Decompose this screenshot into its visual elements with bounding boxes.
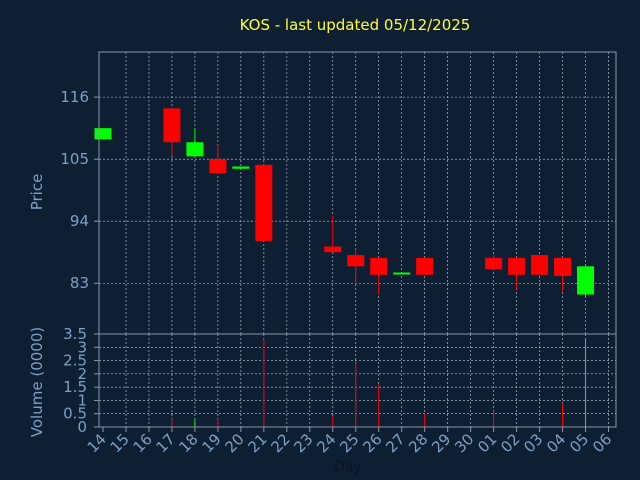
candle [577, 266, 595, 298]
candle [554, 257, 572, 292]
volume-tick-label: 1.5 [63, 378, 87, 396]
candle [232, 166, 250, 169]
volume-axis: 3.532.521.510.50 [63, 325, 99, 436]
candle [370, 257, 388, 295]
candle [163, 108, 181, 157]
candle [94, 128, 112, 140]
volume-tick-label: 0 [77, 418, 87, 436]
candle [393, 272, 411, 275]
candle-body [163, 108, 181, 143]
candle-body [209, 159, 227, 174]
candle-body [255, 164, 273, 241]
x-axis-label: Day [334, 459, 362, 475]
candle-body [232, 166, 250, 169]
price-tick-label: 105 [60, 150, 89, 168]
candle [186, 128, 204, 157]
price-tick-label: 83 [70, 274, 89, 292]
day-axis: 1415161718192021222324252627282930010203… [84, 427, 615, 456]
candle [209, 145, 227, 174]
candle [255, 164, 273, 241]
candle-body [508, 257, 526, 275]
day-tick-label: 06 [589, 430, 615, 456]
volume-tick-label: 1 [77, 391, 87, 409]
volume-axis-label: Volume (0000) [28, 327, 46, 437]
price-panel-frame [98, 51, 617, 335]
candle [324, 215, 342, 253]
candle-body [554, 257, 572, 276]
candle-body [370, 257, 388, 275]
candle [531, 255, 549, 275]
candles [94, 108, 595, 298]
candle [485, 255, 503, 270]
price-tick-label: 94 [70, 212, 89, 230]
candle [347, 249, 365, 284]
chart-title: KOS - last updated 05/12/2025 [240, 16, 471, 34]
candle-body [485, 257, 503, 270]
price-tick-label: 116 [60, 88, 89, 106]
volume-tick-label: 0.5 [63, 405, 87, 423]
volume-panel-frame [98, 333, 617, 428]
volume-tick-label: 2.5 [63, 352, 87, 370]
price-axis-label: Price [28, 174, 46, 211]
candle-body [94, 128, 112, 140]
candle-body [186, 142, 204, 157]
candle [416, 257, 434, 275]
volume-bars [171, 339, 587, 427]
candle-body [347, 255, 365, 267]
candle-body [324, 246, 342, 253]
day-grid [125, 52, 609, 427]
volume-grid [99, 333, 616, 428]
candle-body [531, 255, 549, 275]
candle [508, 257, 526, 289]
price-axis: 116 105 94 83 [60, 88, 99, 292]
candle-body [393, 272, 411, 275]
candle-body [416, 257, 434, 275]
volume-tick-label: 2 [77, 365, 87, 383]
candle-body [577, 266, 595, 295]
volume-tick-label: 3.5 [63, 325, 87, 343]
volume-tick-label: 3 [77, 338, 87, 356]
